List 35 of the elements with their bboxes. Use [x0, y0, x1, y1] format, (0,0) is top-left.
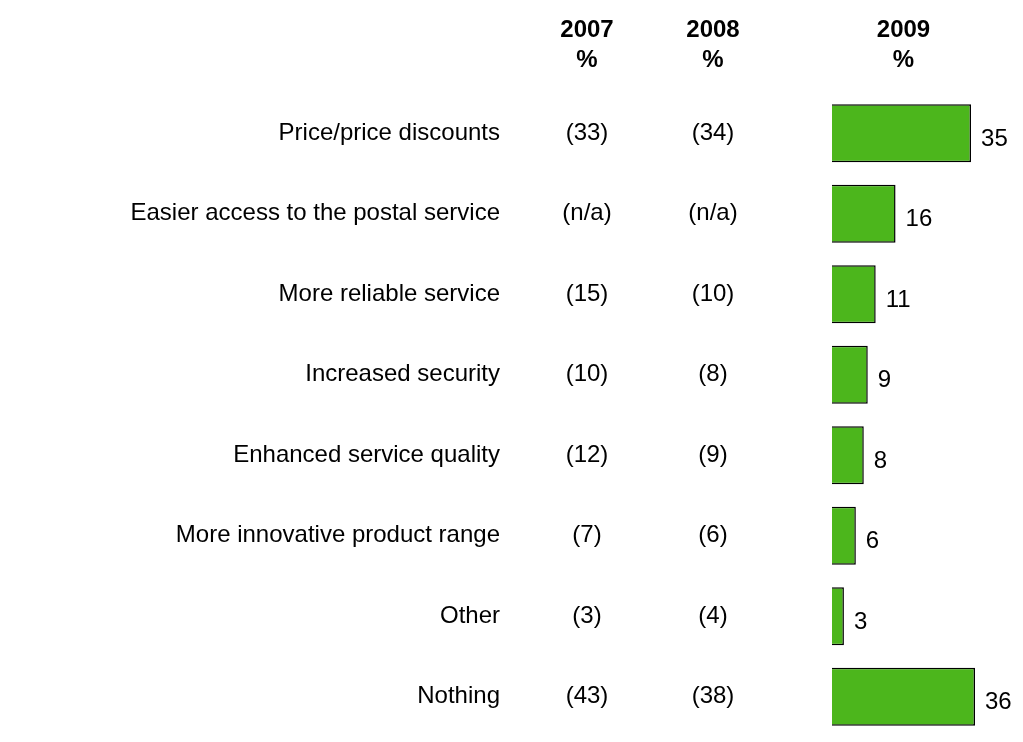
text: (3)	[572, 600, 602, 628]
text: (n/a)	[688, 198, 738, 226]
text: (8)	[698, 359, 728, 387]
y-tick-label: Other	[439, 600, 500, 628]
y-tick-label: More innovative product range	[175, 520, 500, 548]
data-label: 11	[885, 284, 911, 312]
y-tick-label: More reliable service	[278, 278, 500, 306]
y-tick-label: Increased security	[305, 359, 500, 387]
text: 2007 %	[560, 14, 614, 72]
text: (12)	[565, 439, 609, 467]
data-label: 16	[905, 204, 933, 232]
text: (43)	[565, 681, 609, 709]
text: (10)	[691, 278, 735, 306]
text: (33)	[565, 117, 609, 145]
data-label: 36	[985, 687, 1012, 715]
text: (9)	[698, 439, 728, 467]
text: 2008 %	[686, 14, 740, 72]
data-label: 9	[877, 365, 892, 393]
data-label: 8	[873, 445, 888, 473]
text: (7)	[572, 520, 602, 548]
text: (10)	[565, 359, 609, 387]
text: (n/a)	[562, 198, 612, 226]
text: (4)	[698, 600, 728, 628]
text: (15)	[565, 278, 609, 306]
text: (38)	[691, 681, 735, 709]
y-tick-label: Easier access to the postal service	[130, 198, 500, 226]
data-label: 6	[865, 526, 880, 554]
y-tick-label: Price/price discounts	[278, 117, 500, 145]
text: (34)	[691, 117, 735, 145]
y-tick-label: Enhanced service quality	[233, 439, 500, 467]
data-label: 3	[853, 606, 868, 634]
y-tick-label: Nothing	[417, 681, 500, 709]
data-label: 35	[981, 123, 1008, 151]
text: (6)	[698, 520, 728, 548]
series-label: 2009 %	[876, 14, 931, 72]
